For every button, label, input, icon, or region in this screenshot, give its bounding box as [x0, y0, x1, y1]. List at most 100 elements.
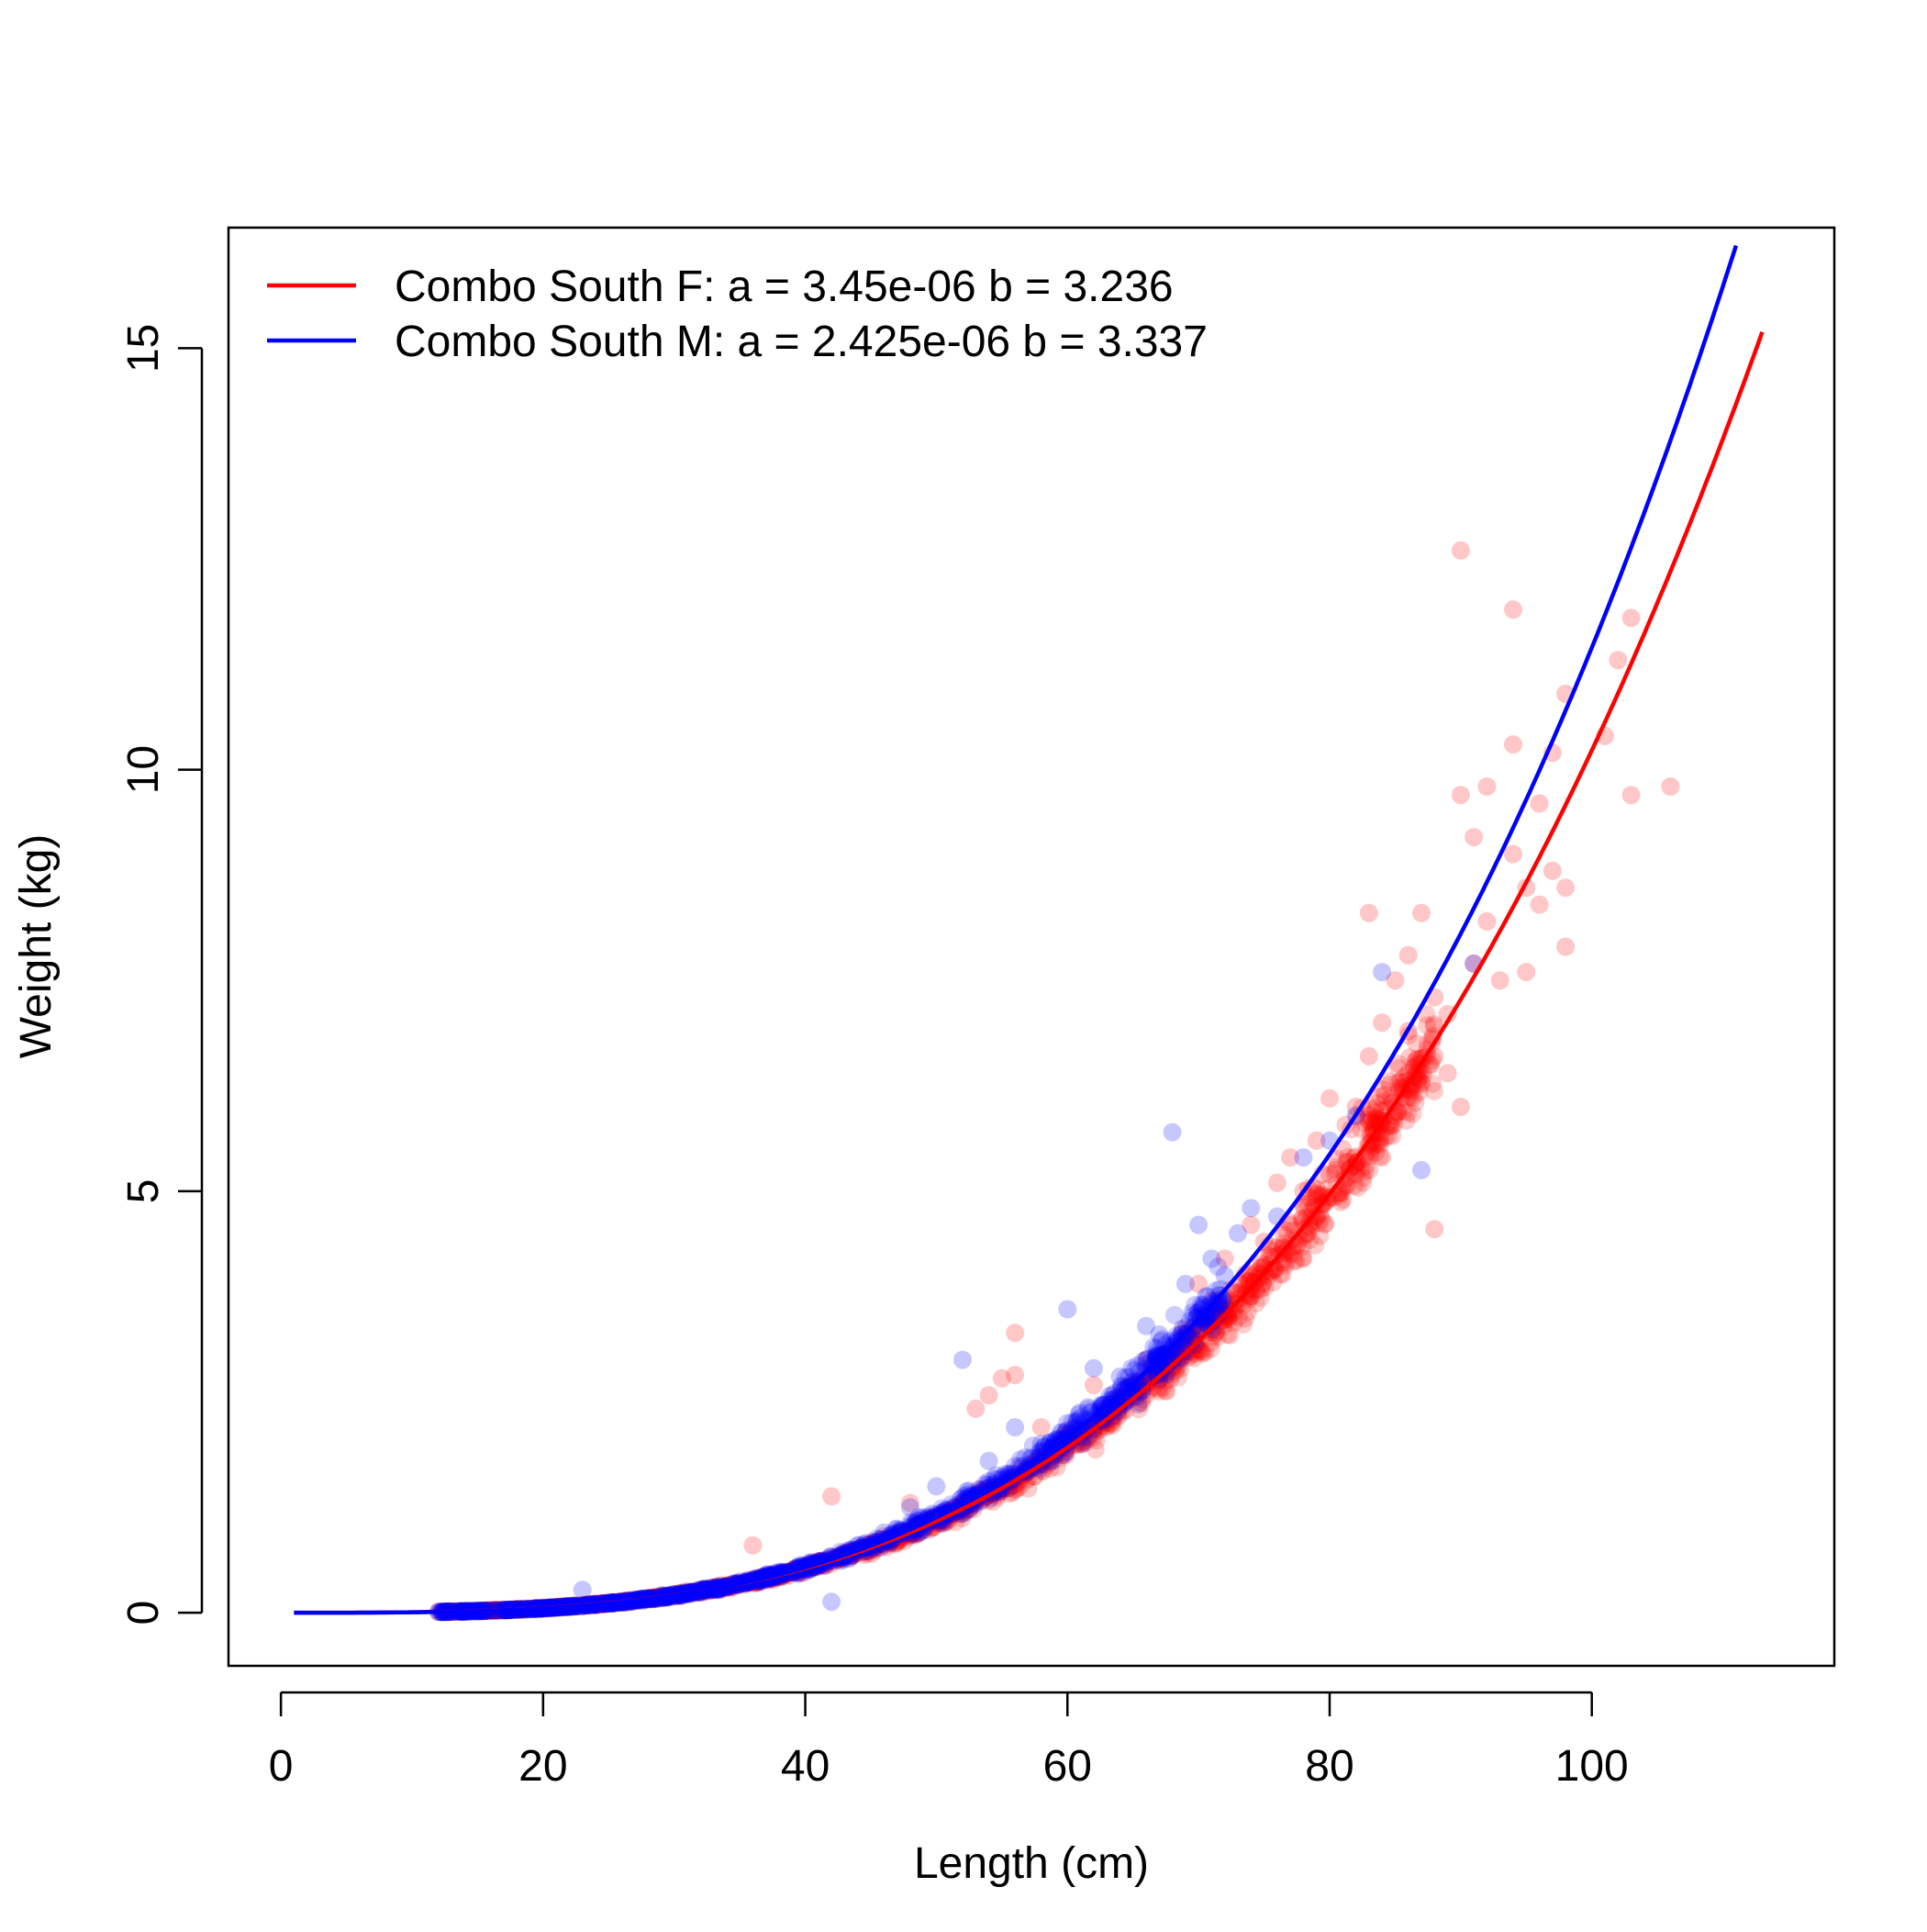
- data-point: [1556, 878, 1576, 898]
- data-point: [1110, 1367, 1130, 1386]
- data-point: [1216, 1300, 1235, 1318]
- data-point: [1092, 1397, 1111, 1416]
- data-point: [1071, 1434, 1090, 1452]
- data-point: [1238, 1285, 1257, 1304]
- data-point: [822, 1592, 841, 1612]
- data-point: [1368, 1134, 1387, 1154]
- data-point: [1140, 1371, 1158, 1390]
- data-point: [1308, 1179, 1327, 1199]
- data-point: [1346, 1165, 1365, 1184]
- data-point: [1069, 1405, 1088, 1424]
- data-point: [1068, 1435, 1087, 1455]
- x-axis: 0 20 40 60 80 100: [269, 1691, 1629, 1791]
- data-point: [1344, 1176, 1364, 1195]
- data-point: [1293, 1237, 1312, 1256]
- data-point: [1144, 1337, 1164, 1357]
- data-point: [1055, 1445, 1074, 1464]
- data-point: [1295, 1198, 1313, 1217]
- data-point: [1125, 1361, 1143, 1379]
- data-point: [1153, 1360, 1172, 1379]
- data-point: [1264, 1273, 1283, 1292]
- data-point: [1255, 1278, 1275, 1297]
- data-point: [1477, 911, 1497, 931]
- data-point: [1089, 1421, 1108, 1440]
- data-point: [1003, 1483, 1022, 1502]
- data-point: [1362, 1111, 1381, 1130]
- data-point: [1202, 1300, 1221, 1319]
- data-point: [1298, 1195, 1317, 1214]
- data-point: [1360, 1112, 1379, 1131]
- data-point: [1490, 971, 1509, 990]
- data-point: [1197, 1307, 1216, 1326]
- data-point: [1383, 1126, 1402, 1145]
- data-point: [1303, 1201, 1321, 1220]
- data-point: [1147, 1347, 1166, 1367]
- data-point: [1192, 1342, 1211, 1361]
- data-point: [1023, 1436, 1042, 1456]
- data-point: [1358, 1111, 1377, 1129]
- data-point: [1423, 1074, 1442, 1093]
- data-point: [1313, 1187, 1332, 1206]
- data-point: [1438, 1005, 1457, 1023]
- data-point: [1309, 1213, 1329, 1233]
- data-point: [1308, 1185, 1327, 1204]
- data-point: [1075, 1431, 1094, 1450]
- data-point: [1412, 903, 1431, 922]
- data-point: [1156, 1346, 1175, 1365]
- data-point: [1205, 1295, 1224, 1314]
- data-point: [1230, 1294, 1248, 1313]
- data-point: [1031, 1435, 1051, 1454]
- data-point: [1381, 1116, 1400, 1135]
- data-point: [1042, 1444, 1062, 1463]
- data-point: [1184, 1342, 1203, 1361]
- x-tick-label: 80: [1305, 1742, 1353, 1791]
- data-point: [1229, 1223, 1247, 1243]
- data-point: [1234, 1314, 1253, 1334]
- data-point: [1325, 1164, 1344, 1183]
- data-point: [1163, 1342, 1182, 1361]
- data-point: [1104, 1410, 1123, 1429]
- data-point: [1047, 1457, 1066, 1477]
- data-point: [1276, 1221, 1296, 1240]
- data-point: [1064, 1419, 1083, 1438]
- data-point: [1112, 1403, 1131, 1422]
- data-point: [1019, 1479, 1038, 1498]
- data-point: [900, 1498, 919, 1517]
- data-point: [1196, 1308, 1215, 1326]
- data-point: [1326, 1160, 1345, 1179]
- data-point: [1328, 1157, 1346, 1177]
- data-point: [1218, 1307, 1237, 1326]
- data-point: [1385, 1114, 1404, 1134]
- data-point: [1376, 1086, 1395, 1104]
- data-point: [1451, 1098, 1470, 1116]
- y-axis: 0 5 10 15: [119, 324, 204, 1625]
- data-point: [1621, 609, 1641, 628]
- data-point: [992, 1368, 1011, 1388]
- data-point: [1386, 971, 1405, 990]
- data-point: [1375, 1091, 1394, 1111]
- data-point: [1373, 1148, 1392, 1167]
- data-point: [1405, 1058, 1423, 1078]
- data-point: [1140, 1371, 1159, 1390]
- data-point: [1158, 1355, 1176, 1374]
- data-point: [1147, 1366, 1166, 1385]
- y-tick-label: 15: [119, 324, 168, 373]
- data-point: [1160, 1363, 1179, 1382]
- data-point: [1354, 1113, 1374, 1133]
- data-point: [1176, 1326, 1196, 1346]
- data-point: [959, 1481, 978, 1501]
- data-point: [1185, 1348, 1204, 1368]
- data-point: [1381, 1117, 1400, 1135]
- data-point: [1306, 1197, 1325, 1216]
- data-point: [1006, 1323, 1025, 1343]
- data-point: [1403, 1104, 1422, 1123]
- data-point: [1166, 1326, 1186, 1346]
- data-point: [1084, 1376, 1103, 1395]
- data-point: [1409, 1082, 1429, 1101]
- data-point: [1157, 1381, 1176, 1401]
- data-point: [1156, 1381, 1175, 1401]
- data-point: [1281, 1215, 1300, 1234]
- data-point: [1353, 1168, 1373, 1188]
- data-point: [1338, 1167, 1357, 1187]
